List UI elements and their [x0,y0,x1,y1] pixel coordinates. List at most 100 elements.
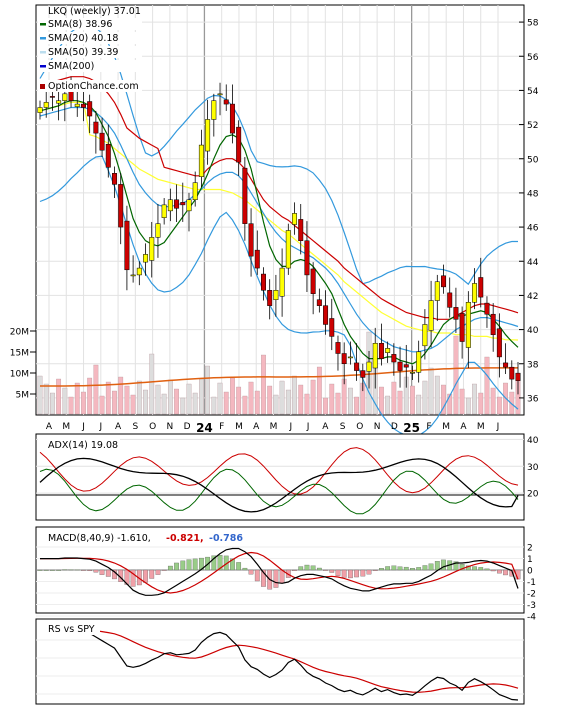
watermark-mark [40,84,45,89]
price-legend: SMA(8) 38.96 SMA(20) 40.18 SMA(50) 39.39 SM… [38,18,142,92]
candle-down [87,101,93,117]
volume-bar [37,375,43,415]
candle-down [93,121,99,134]
x-axis-month-label: M [442,422,450,432]
volume-bar [267,385,273,415]
price-tick-label: 42 [527,292,538,302]
macd-histogram-bar [472,566,477,571]
macd-histogram-bar [453,561,459,571]
volume-bar [149,353,155,415]
candle-up [143,254,149,263]
volume-bar [279,380,285,415]
volume-bar [236,386,242,415]
candle-down [304,240,310,276]
macd-histogram-bar [496,569,502,574]
volume-bar [105,381,111,415]
adx-line [39,457,519,513]
volume-bar [261,354,266,415]
candle-down [124,220,130,271]
candle-down [310,268,316,294]
candle-up [465,302,471,348]
plus-di-line [39,468,519,515]
macd-histogram-bar [403,566,409,571]
candle-up [409,372,415,374]
macd-histogram-bar [459,564,465,571]
x-axis-month-label: O [149,422,156,432]
macd-histogram-bar [292,569,297,571]
volume-bar [62,387,68,415]
legend-item-bg [38,18,142,30]
price-tick-label: 52 [527,121,538,131]
macd-histogram-bar [74,569,80,571]
macd-histogram-bar [316,567,322,571]
adx-label: ADX(14) 19.08 [48,440,118,451]
candle-up [136,267,142,276]
volume-bar [509,391,515,415]
candle-up [285,230,291,269]
volume-bar [478,392,484,415]
candle-down [478,277,484,298]
legend-swatch [40,65,46,68]
volume-bar [323,397,328,415]
rs-label-bg [38,622,100,635]
x-axis-month-label: A [253,422,260,432]
volume-bar [354,396,359,415]
volume-bar [304,393,310,415]
macd-histogram-bar [341,569,347,578]
candle-up [198,144,204,177]
macd-tick-label: -3 [527,601,536,611]
macd-histogram-bar [143,569,148,583]
candle-down [335,342,341,354]
macd-histogram-bar [503,569,508,576]
volume-bar [292,375,297,415]
candle-down [490,313,496,335]
volume-bar [410,385,415,415]
macd-tick-label: -2 [527,590,536,600]
legend-item-bg [38,46,142,58]
macd-histogram-bar [192,558,198,571]
candle-down [112,173,117,185]
macd-histogram-bar [478,567,484,571]
candle-down [329,318,335,337]
volume-bar [174,388,179,415]
volume-bar [192,392,198,415]
candle-down [360,370,366,378]
rs-gridlines [36,639,524,695]
macd-histogram-bar [236,562,242,571]
volume-bar [254,390,260,415]
price-tick-label: 36 [527,394,539,404]
candle-up [43,102,49,108]
candle-up [366,361,372,372]
macd-histogram-bar [105,569,111,577]
macd-histogram-bar [186,559,192,571]
volume-tick-label: 10M [10,370,29,380]
watermark: OptionChance.com [48,81,139,92]
volume-bar [68,396,74,415]
candle-down [174,199,180,209]
legend-label: SMA(50) 39.39 [48,47,118,58]
volume-bar [298,384,304,415]
volume-bar [223,391,229,415]
macd-histogram-bar [167,565,173,571]
candle-down [99,132,105,151]
macd-histogram-bar [366,569,372,575]
macd-histogram-bar [130,569,136,587]
volume-bar [484,356,490,415]
volume-bar [335,392,341,415]
volume-bar [379,386,384,415]
macd-tick-label: -1 [527,578,536,588]
price-tick-label: 48 [527,189,539,199]
volume-bar [186,383,192,415]
candle-up [472,283,478,303]
price-title: LKQ (weekly) 37.01 [48,6,141,17]
macd-histogram-bar [360,569,366,577]
macd-histogram-bar [273,569,279,588]
macd-histogram-bar [50,569,55,571]
adx-panel: ADX(14) 19.08 40 30 20 [35,433,539,521]
candle-down [242,167,248,224]
macd-histogram-bar [329,569,335,573]
price-tick-label: 40 [527,326,539,336]
macd-histogram-bar [261,569,266,587]
x-axis-month-label: J [98,422,102,432]
